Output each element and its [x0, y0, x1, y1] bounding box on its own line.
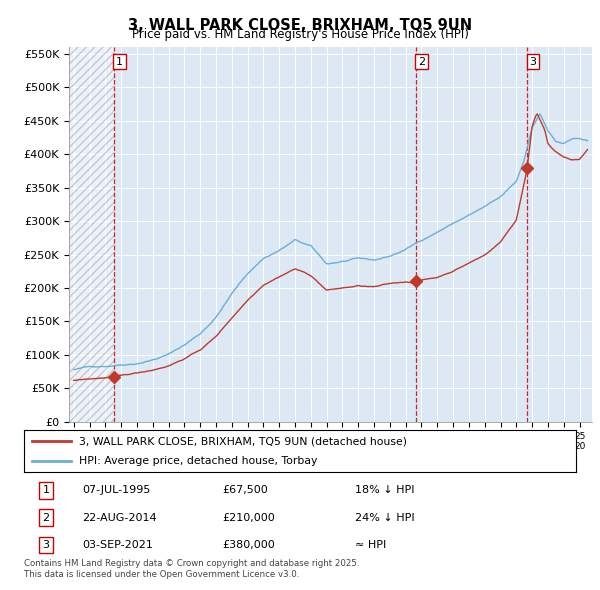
Text: 1: 1 [43, 486, 50, 496]
Text: 03-SEP-2021: 03-SEP-2021 [82, 540, 153, 550]
Text: 3: 3 [43, 540, 50, 550]
Text: £210,000: £210,000 [223, 513, 275, 523]
Text: Price paid vs. HM Land Registry's House Price Index (HPI): Price paid vs. HM Land Registry's House … [131, 28, 469, 41]
Bar [69, 47, 113, 422]
Text: ≈ HPI: ≈ HPI [355, 540, 386, 550]
Text: £380,000: £380,000 [223, 540, 275, 550]
Text: 18% ↓ HPI: 18% ↓ HPI [355, 486, 415, 496]
Text: 3, WALL PARK CLOSE, BRIXHAM, TQ5 9UN: 3, WALL PARK CLOSE, BRIXHAM, TQ5 9UN [128, 18, 472, 32]
Text: 22-AUG-2014: 22-AUG-2014 [82, 513, 157, 523]
Text: 07-JUL-1995: 07-JUL-1995 [82, 486, 151, 496]
Text: HPI: Average price, detached house, Torbay: HPI: Average price, detached house, Torb… [79, 456, 317, 466]
Text: 3: 3 [529, 57, 536, 67]
Text: 2: 2 [418, 57, 425, 67]
Text: 2: 2 [43, 513, 50, 523]
Text: 3, WALL PARK CLOSE, BRIXHAM, TQ5 9UN (detached house): 3, WALL PARK CLOSE, BRIXHAM, TQ5 9UN (de… [79, 437, 407, 447]
Text: 24% ↓ HPI: 24% ↓ HPI [355, 513, 415, 523]
Text: 1: 1 [116, 57, 123, 67]
Text: Contains HM Land Registry data © Crown copyright and database right 2025.
This d: Contains HM Land Registry data © Crown c… [24, 559, 359, 579]
Text: £67,500: £67,500 [223, 486, 268, 496]
